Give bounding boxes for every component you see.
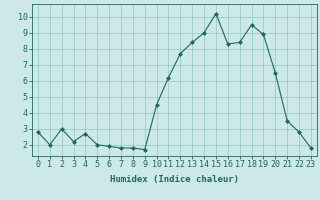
X-axis label: Humidex (Indice chaleur): Humidex (Indice chaleur)	[110, 175, 239, 184]
